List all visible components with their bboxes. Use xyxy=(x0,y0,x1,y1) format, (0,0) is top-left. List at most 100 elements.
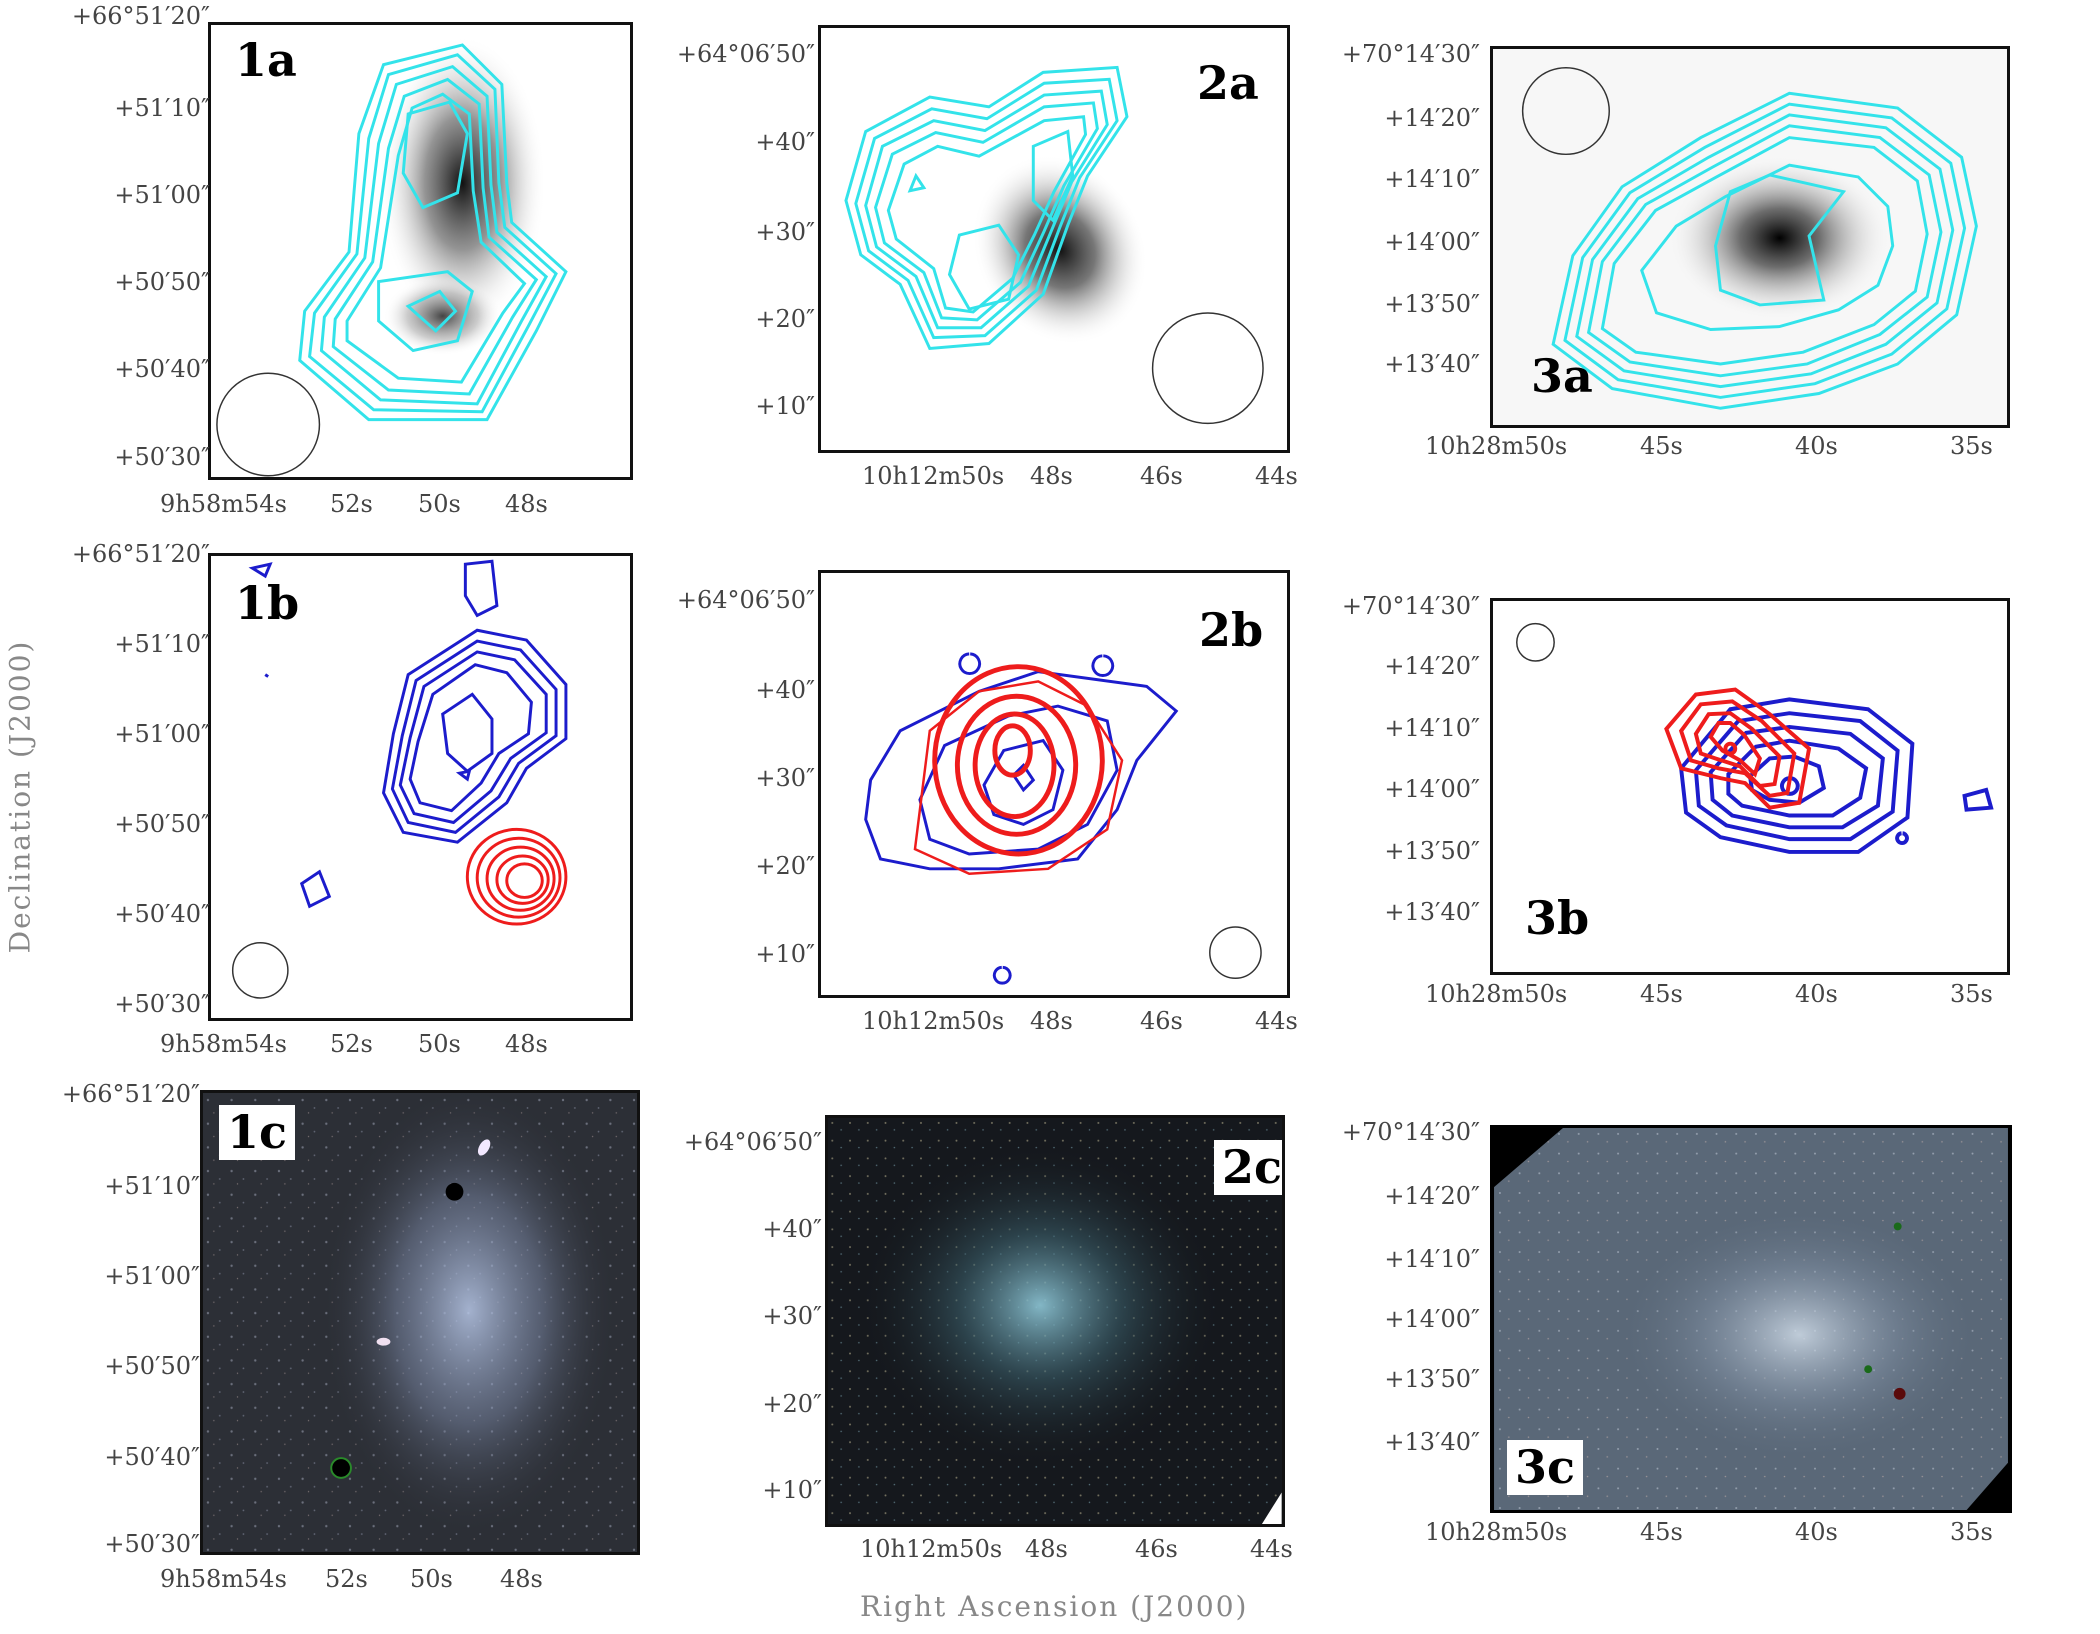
foreground-star xyxy=(445,1182,464,1201)
ra-tick: 40s xyxy=(1795,980,1838,1008)
dec-tick: +13′50″ xyxy=(1384,1365,1480,1393)
ra-tick: 48s xyxy=(505,490,548,518)
dec-tick: +51′10″ xyxy=(114,630,210,658)
dec-tick: +70°14′30″ xyxy=(1341,40,1480,68)
dec-tick: +14′20″ xyxy=(1384,1182,1480,1210)
ra-tick: 48s xyxy=(505,1030,548,1058)
ra-tick: 50s xyxy=(418,490,461,518)
greyscale-emission xyxy=(1666,154,1893,322)
dec-tick: +50′30″ xyxy=(104,1530,200,1558)
dec-tick: +51′00″ xyxy=(114,181,210,209)
dec-tick: +50′40″ xyxy=(114,900,210,928)
ra-tick: 46s xyxy=(1135,1535,1178,1563)
dec-tick: +14′20″ xyxy=(1384,104,1480,132)
dec-tick: +13′40″ xyxy=(1384,1428,1480,1456)
ra-tick: 52s xyxy=(325,1565,368,1593)
panel-1b-frame: 1b xyxy=(208,553,633,1021)
ra-tick: 50s xyxy=(418,1030,461,1058)
beam-ellipse xyxy=(231,942,289,999)
x-axis-title: Right Ascension (J2000) xyxy=(860,1590,1249,1623)
panel-1a-frame: 1a xyxy=(208,22,633,480)
dec-tick: +50′40″ xyxy=(104,1443,200,1471)
panel-3b-frame: 3b xyxy=(1490,598,2010,975)
red-contours xyxy=(1664,687,1812,810)
dec-tick: +51′10″ xyxy=(114,94,210,122)
ra-tick: 10h12m50s xyxy=(860,1535,1003,1563)
dec-tick: +10″ xyxy=(762,1476,822,1504)
ra-tick: 10h28m50s xyxy=(1425,1518,1568,1546)
foreground-star xyxy=(330,1457,352,1479)
panel-1b-map xyxy=(231,559,568,999)
ra-tick: 35s xyxy=(1950,432,1993,460)
panel-label: 3a xyxy=(1531,349,1593,403)
ra-tick: 10h12m50s xyxy=(862,1007,1005,1035)
ra-tick: 45s xyxy=(1640,1518,1683,1546)
dec-tick: +64°06′50″ xyxy=(676,40,815,68)
beam-ellipse xyxy=(1516,622,1555,662)
dec-tick: +70°14′30″ xyxy=(1341,1118,1480,1146)
dec-tick: +13′50″ xyxy=(1384,290,1480,318)
cyan-contours xyxy=(1551,91,1978,410)
panel-3a-map xyxy=(1521,66,1978,410)
panel-3b-map xyxy=(1516,622,1994,854)
panel-label: 1b xyxy=(235,576,300,630)
panel-2b-map xyxy=(864,652,1262,985)
panel-3a-frame: 3a xyxy=(1490,46,2010,428)
ra-tick: 40s xyxy=(1795,1518,1838,1546)
ra-tick: 50s xyxy=(410,1565,453,1593)
ra-tick: 35s xyxy=(1950,1518,1993,1546)
galaxy-light xyxy=(1602,1196,1997,1473)
panel-3c-frame: 3c xyxy=(1490,1125,2012,1513)
ra-tick: 48s xyxy=(1030,462,1073,490)
ra-tick: 48s xyxy=(500,1565,543,1593)
dec-tick: +30″ xyxy=(762,1302,822,1330)
dec-tick: +14′10″ xyxy=(1384,714,1480,742)
dec-tick: +51′00″ xyxy=(104,1262,200,1290)
ra-tick: 52s xyxy=(330,1030,373,1058)
ra-tick: 46s xyxy=(1140,462,1183,490)
panel-label: 1a xyxy=(235,33,297,87)
ra-tick: 52s xyxy=(330,490,373,518)
ra-tick: 48s xyxy=(1030,1007,1073,1035)
ra-tick: 10h28m50s xyxy=(1425,980,1568,1008)
blue-contours xyxy=(248,559,568,909)
panel-2b-frame: 2b xyxy=(818,570,1290,998)
dec-tick: +40″ xyxy=(755,128,815,156)
panel-2c-frame: 2c xyxy=(825,1115,1285,1527)
dec-tick: +30″ xyxy=(755,764,815,792)
dec-tick: +51′10″ xyxy=(104,1172,200,1200)
beam-ellipse xyxy=(1209,926,1262,979)
beam-ellipse xyxy=(1151,312,1264,425)
galaxy-light xyxy=(857,1142,1223,1468)
panel-label: 3c xyxy=(1507,1440,1584,1495)
galaxy-light xyxy=(321,1093,618,1537)
dec-tick: +64°06′50″ xyxy=(683,1128,822,1156)
panel-label: 1c xyxy=(219,1105,296,1160)
dec-tick: +50′40″ xyxy=(114,355,210,383)
ra-tick: 9h58m54s xyxy=(160,490,287,518)
dec-tick: +14′00″ xyxy=(1384,775,1480,803)
panel-label: 2a xyxy=(1197,56,1259,110)
dec-tick: +50′50″ xyxy=(114,810,210,838)
dec-tick: +14′10″ xyxy=(1384,165,1480,193)
dec-tick: +14′10″ xyxy=(1384,1245,1480,1273)
dec-tick: +50′50″ xyxy=(114,268,210,296)
red-contours xyxy=(465,827,568,926)
panel-1c-image xyxy=(203,1093,637,1552)
panel-2a-frame: 2a xyxy=(818,25,1290,453)
dec-tick: +10″ xyxy=(755,940,815,968)
ra-tick: 44s xyxy=(1255,1007,1298,1035)
panel-2a-map xyxy=(844,65,1264,425)
dec-tick: +30″ xyxy=(755,218,815,246)
blue-contours xyxy=(864,652,1179,985)
dec-tick: +14′20″ xyxy=(1384,652,1480,680)
dec-tick: +14′00″ xyxy=(1384,1305,1480,1333)
ra-tick: 45s xyxy=(1640,980,1683,1008)
ra-tick: 9h58m54s xyxy=(160,1030,287,1058)
beam-ellipse xyxy=(216,372,321,477)
dec-tick: +14′00″ xyxy=(1384,228,1480,256)
dec-tick: +50′30″ xyxy=(114,990,210,1018)
y-axis-title: Declination (J2000) xyxy=(3,639,37,954)
ra-tick: 46s xyxy=(1140,1007,1183,1035)
panel-label: 2c xyxy=(1214,1140,1282,1195)
